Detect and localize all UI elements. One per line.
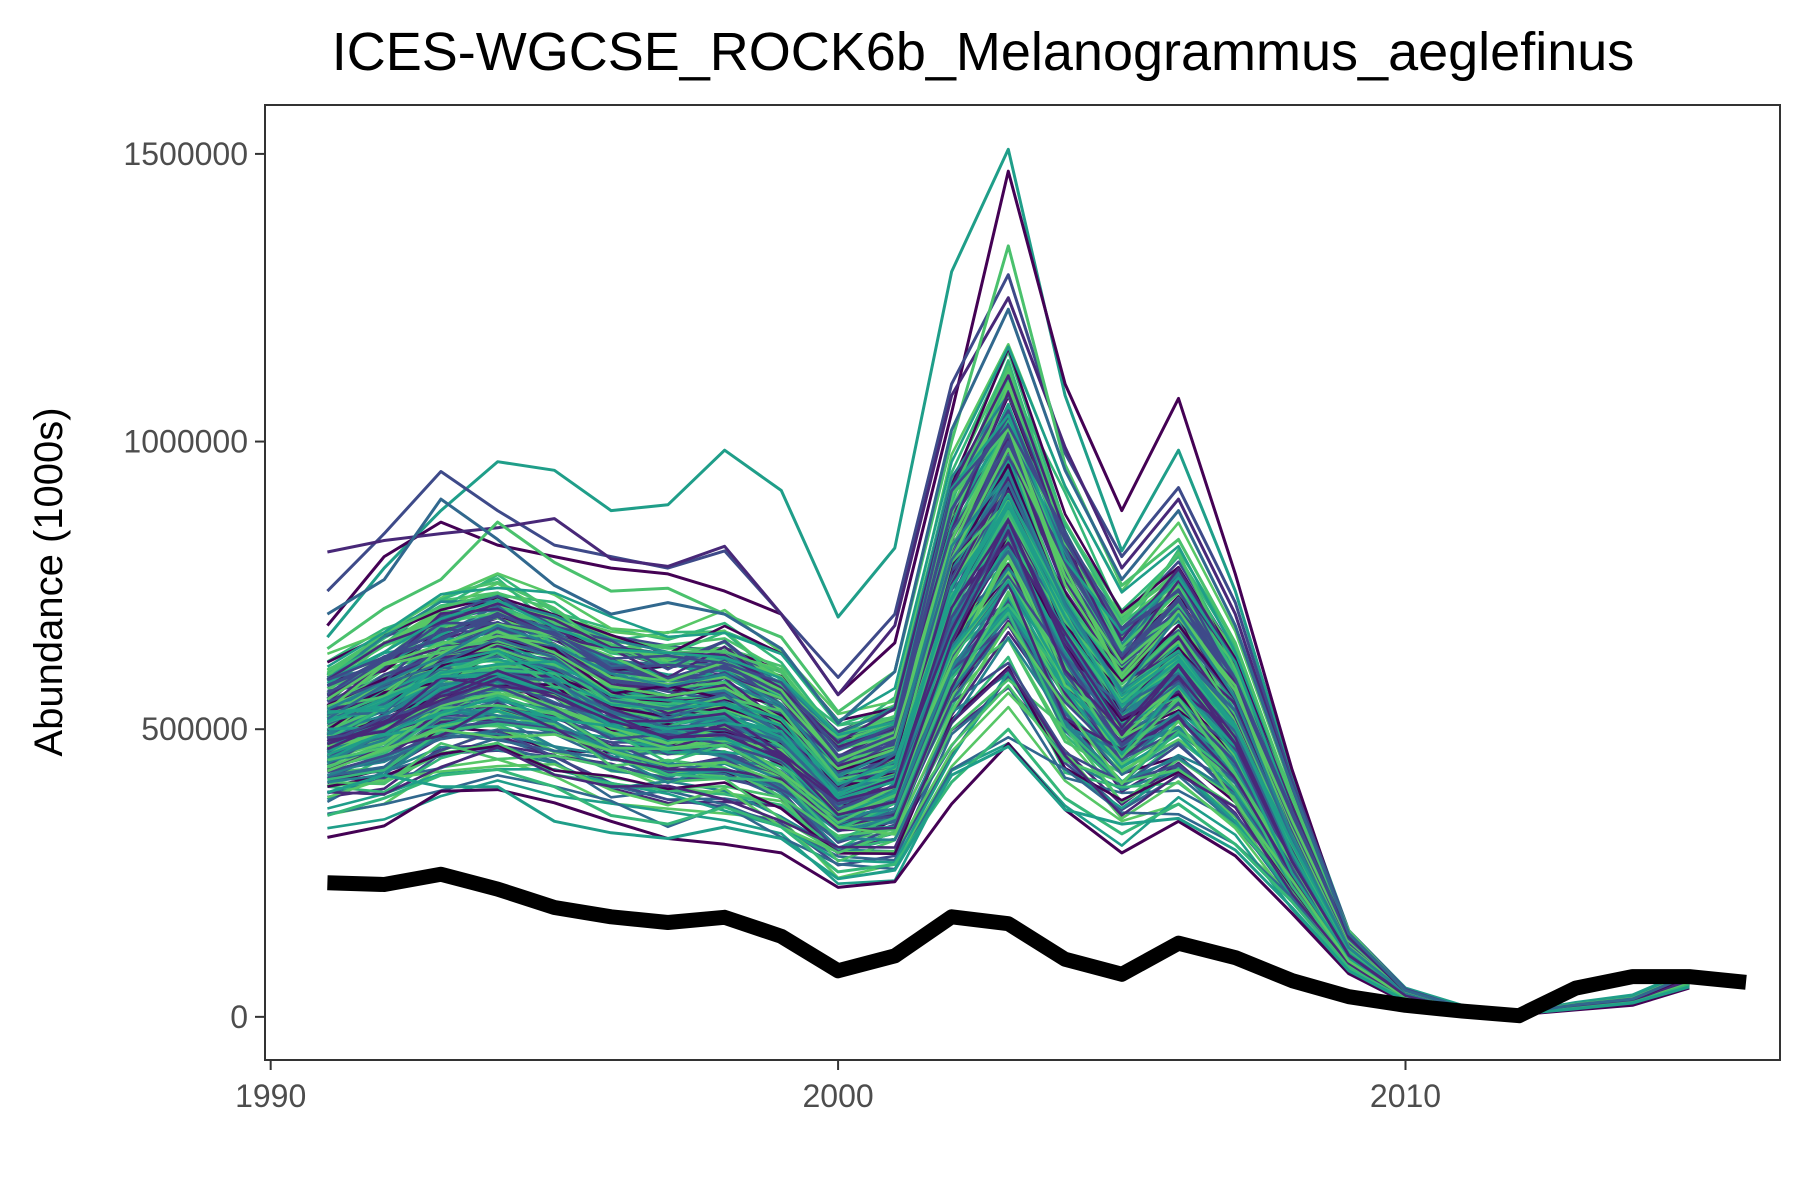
y-tick-label: 500000 bbox=[141, 711, 248, 747]
reference-series bbox=[327, 866, 1747, 1024]
y-tick-label: 1000000 bbox=[123, 424, 248, 460]
plot-panel bbox=[264, 104, 1781, 1061]
y-tick-label: 0 bbox=[230, 999, 248, 1035]
x-axis: 1990 2000 2010 bbox=[235, 1060, 1441, 1114]
x-tick-label: 1990 bbox=[235, 1078, 306, 1114]
y-tick-label: 1500000 bbox=[123, 136, 248, 172]
reference-line bbox=[327, 866, 1747, 1024]
ensemble-line bbox=[327, 742, 1690, 1016]
y-axis: 0 500000 1000000 1500000 bbox=[123, 136, 265, 1035]
ensemble-extreme-line bbox=[326, 745, 1690, 1016]
y-axis-title: Abundance (1000s) bbox=[27, 407, 71, 756]
ensemble-lines bbox=[326, 147, 1690, 1017]
ensemble-extreme-line bbox=[327, 742, 1690, 1017]
ensemble-extreme-line bbox=[326, 727, 1690, 1016]
x-tick-label: 2010 bbox=[1370, 1078, 1441, 1114]
chart-title: ICES-WGCSE_ROCK6b_Melanogrammus_aeglefin… bbox=[332, 22, 1635, 82]
x-tick-label: 2000 bbox=[802, 1078, 873, 1114]
